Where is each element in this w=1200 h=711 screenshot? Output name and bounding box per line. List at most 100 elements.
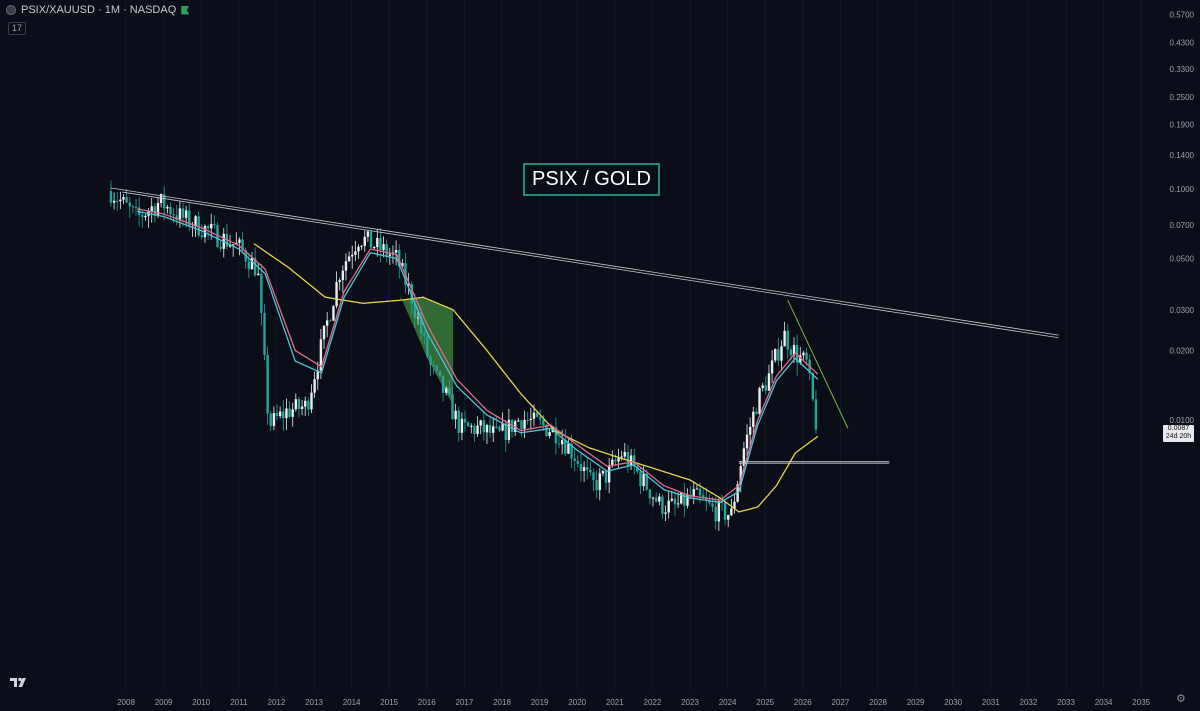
candle-body	[473, 425, 476, 435]
candle-body	[611, 459, 614, 466]
candle-body	[228, 245, 232, 247]
tradingview-logo-icon[interactable]	[10, 676, 30, 688]
candle-body	[736, 484, 739, 502]
y-tick-label: 0.1900	[1170, 121, 1195, 130]
candle-body	[586, 467, 589, 470]
settings-gear-icon[interactable]: ⚙	[1176, 693, 1186, 705]
candle-body	[272, 413, 276, 426]
candle-body	[282, 411, 285, 419]
candle-body	[432, 364, 435, 366]
candle-body	[470, 425, 473, 427]
candle-body	[748, 426, 752, 435]
candle-body	[413, 303, 417, 318]
candle-body	[347, 256, 351, 262]
x-tick-label: 2024	[719, 698, 737, 707]
candle-body	[664, 512, 667, 514]
indicator-count-badge[interactable]: 17	[8, 22, 27, 35]
last-price-value: 0.0087	[1167, 425, 1190, 432]
candle-body	[260, 273, 263, 314]
candle-body	[313, 379, 316, 393]
candle-body	[448, 388, 451, 395]
candle-body	[745, 434, 749, 449]
candle-body	[495, 426, 498, 428]
x-tick-label: 2009	[155, 698, 173, 707]
time-axis[interactable]: 2008 2009 2010 2011 2012 2013 2014 2015 2016 2017…	[117, 698, 1151, 707]
candle-body	[329, 320, 332, 322]
candle-body	[357, 246, 360, 252]
candle-body	[134, 206, 138, 208]
candle-body	[109, 191, 113, 203]
indicator-lines	[110, 187, 1059, 513]
candle-body	[526, 419, 529, 421]
candle-body	[485, 425, 489, 433]
y-tick-label: 0.3300	[1170, 65, 1195, 74]
candle-body	[460, 418, 464, 433]
x-tick-label: 2008	[117, 698, 135, 707]
candle-body	[567, 443, 570, 454]
candle-body	[802, 352, 805, 356]
candle-body	[219, 246, 222, 249]
candle-body	[673, 498, 677, 505]
candle-body	[761, 385, 764, 389]
candle-body	[589, 469, 592, 473]
x-tick-label: 2032	[1020, 698, 1038, 707]
candle-body	[181, 208, 185, 218]
x-tick-label: 2012	[268, 698, 286, 707]
candle-body	[163, 194, 166, 209]
candle-body	[805, 352, 808, 360]
candle-body	[814, 399, 818, 430]
candle-body	[169, 206, 172, 215]
candle-body	[203, 225, 207, 238]
candle-body	[755, 411, 758, 415]
candle-body	[194, 216, 197, 227]
candle-body	[579, 463, 583, 472]
candle-body	[463, 418, 467, 423]
candle-body	[166, 206, 169, 209]
candle-body	[238, 239, 241, 243]
candle-body	[592, 472, 595, 481]
x-tick-label: 2034	[1095, 698, 1113, 707]
symbol-header[interactable]: PSIX/XAUUSD · 1M · NASDAQ	[6, 4, 190, 16]
candle-body	[654, 497, 658, 502]
candle-body	[780, 346, 783, 361]
candle-body	[676, 503, 680, 505]
candle-body	[598, 473, 601, 491]
candle-body	[642, 473, 645, 487]
candle-body	[266, 354, 269, 414]
candle-body	[141, 214, 144, 218]
candle-body	[457, 410, 460, 433]
candle-body	[705, 498, 708, 501]
y-tick-label: 0.1000	[1170, 185, 1195, 194]
flag-icon[interactable]	[181, 5, 190, 15]
candle-body	[150, 206, 153, 212]
candle-body	[501, 423, 504, 431]
candle-body	[159, 194, 163, 203]
y-tick-label: 0.0300	[1170, 306, 1195, 315]
y-tick-label: 0.0100	[1170, 416, 1195, 425]
candle-body	[291, 409, 294, 417]
candle-body	[554, 427, 558, 444]
candle-body	[532, 412, 536, 419]
chart-title-box: PSIX / GOLD	[523, 163, 660, 196]
y-tick-label: 0.4300	[1170, 39, 1195, 48]
candle-body	[476, 425, 479, 435]
candle-body	[325, 320, 329, 326]
candle-body	[423, 333, 426, 336]
price-axis[interactable]: 0.0100 0.0200 0.0300 0.0500 0.0700 0.1000 0.14…	[1170, 10, 1195, 425]
symbol-line[interactable]: PSIX/XAUUSD · 1M · NASDAQ	[21, 4, 177, 16]
x-tick-label: 2026	[794, 698, 812, 707]
candle-body	[372, 247, 376, 249]
candle-body	[573, 458, 576, 461]
candle-body	[156, 202, 160, 216]
x-tick-label: 2017	[456, 698, 474, 707]
candle-body	[542, 419, 545, 425]
candle-body	[416, 317, 420, 319]
candle-body	[363, 236, 366, 246]
candle-body	[451, 394, 454, 420]
candle-body	[319, 339, 323, 371]
ma-slow-line	[253, 243, 819, 513]
candle-body	[454, 410, 457, 420]
candle-body	[385, 244, 388, 256]
x-tick-label: 2035	[1132, 698, 1150, 707]
